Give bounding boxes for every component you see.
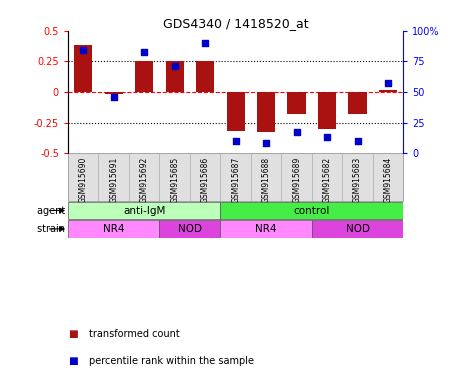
Point — [79, 47, 87, 53]
Text: GSM915683: GSM915683 — [353, 157, 362, 203]
Bar — [105, 92, 123, 94]
Text: transformed count: transformed count — [89, 329, 180, 339]
Bar — [74, 45, 92, 92]
Text: GSM915682: GSM915682 — [323, 157, 332, 203]
Text: GSM915692: GSM915692 — [140, 157, 149, 203]
Bar — [287, 92, 306, 114]
Point — [354, 138, 361, 144]
Text: GSM915684: GSM915684 — [384, 157, 393, 203]
Bar — [220, 220, 312, 238]
Text: NR4: NR4 — [256, 224, 277, 234]
Text: GSM915691: GSM915691 — [109, 157, 118, 203]
Text: control: control — [294, 205, 330, 215]
Bar — [196, 61, 214, 92]
Text: NOD: NOD — [346, 224, 370, 234]
Bar — [166, 61, 184, 92]
Bar — [318, 92, 336, 129]
Point — [110, 94, 117, 100]
Text: GSM915689: GSM915689 — [292, 157, 301, 203]
Point — [232, 138, 239, 144]
Title: GDS4340 / 1418520_at: GDS4340 / 1418520_at — [163, 17, 309, 30]
Point — [384, 80, 392, 86]
Text: percentile rank within the sample: percentile rank within the sample — [89, 356, 254, 366]
Bar — [312, 220, 403, 238]
Text: GSM915688: GSM915688 — [262, 157, 271, 203]
Text: agent: agent — [37, 205, 68, 215]
Bar — [227, 92, 245, 131]
Point — [324, 134, 331, 141]
Text: GSM915687: GSM915687 — [231, 157, 240, 203]
Text: ■: ■ — [68, 329, 78, 339]
Bar — [68, 220, 159, 238]
Text: GSM915685: GSM915685 — [170, 157, 179, 203]
Bar — [159, 220, 220, 238]
Bar — [348, 92, 367, 114]
Text: GSM915686: GSM915686 — [201, 157, 210, 203]
Point — [171, 63, 178, 70]
Bar — [257, 92, 275, 132]
Text: GSM915690: GSM915690 — [79, 157, 88, 204]
FancyBboxPatch shape — [68, 153, 403, 201]
Text: ■: ■ — [68, 356, 78, 366]
Bar — [379, 89, 397, 92]
Point — [293, 129, 300, 136]
Text: strain: strain — [37, 224, 68, 234]
Point — [262, 140, 270, 146]
Point — [141, 48, 148, 55]
Point — [201, 40, 209, 46]
Text: NOD: NOD — [178, 224, 202, 234]
Bar — [135, 61, 153, 92]
Bar — [68, 202, 220, 219]
Bar — [220, 202, 403, 219]
Text: anti-IgM: anti-IgM — [123, 205, 166, 215]
Text: NR4: NR4 — [103, 224, 124, 234]
